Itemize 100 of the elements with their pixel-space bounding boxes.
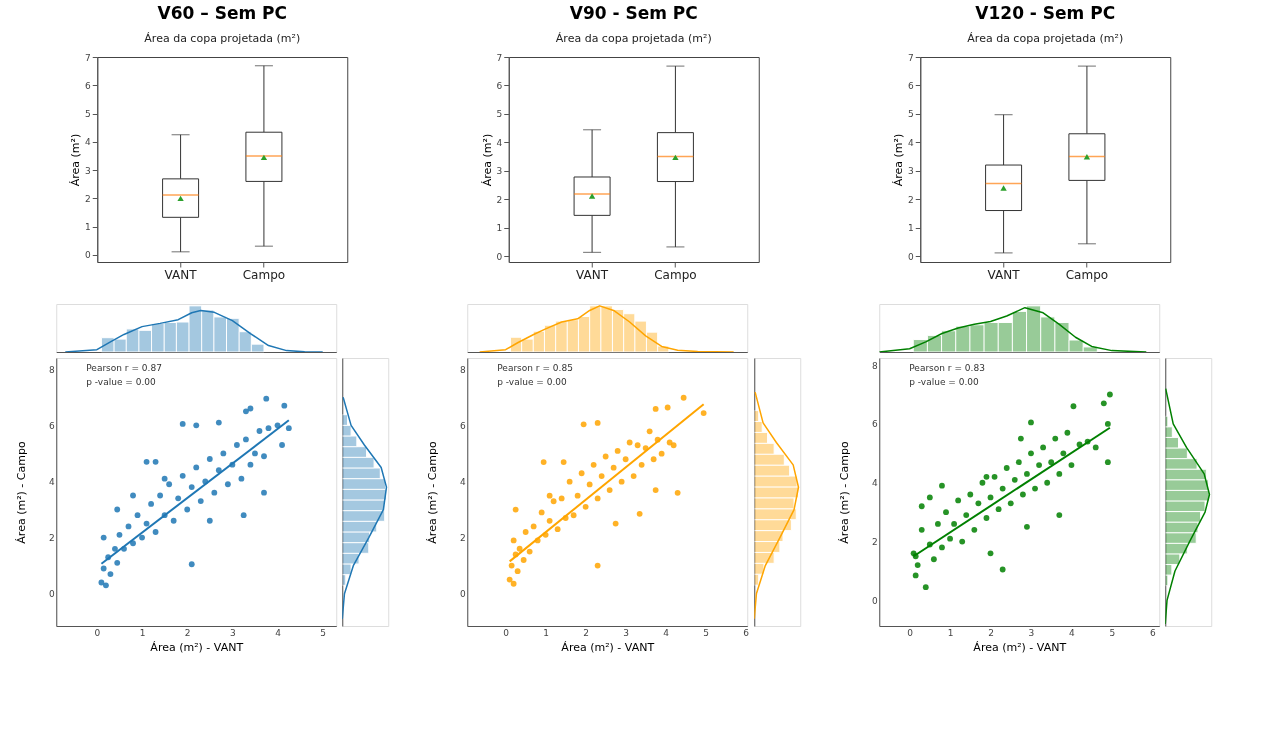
y-axis-title: Área (m²) — [69, 133, 83, 187]
point — [1011, 476, 1018, 483]
y-tick-label: 4 — [908, 137, 915, 148]
point — [955, 497, 962, 504]
point — [975, 500, 982, 507]
point — [987, 494, 994, 501]
point — [979, 479, 986, 486]
point — [1104, 459, 1111, 466]
point — [1092, 444, 1099, 451]
point — [658, 450, 665, 457]
y-tick-label: 6 — [460, 421, 467, 432]
point — [550, 498, 557, 505]
point — [618, 478, 625, 485]
point — [680, 394, 687, 401]
point — [1015, 459, 1022, 466]
chart-title: V120 - Sem PC — [975, 3, 1116, 23]
point — [558, 495, 565, 502]
point — [674, 489, 681, 496]
point — [700, 410, 707, 417]
point — [526, 548, 533, 555]
y-tick-label: 0 — [460, 589, 467, 600]
point — [638, 461, 645, 468]
point — [914, 562, 921, 569]
annotation: p -value = 0.00 — [909, 377, 979, 387]
point — [967, 491, 974, 498]
y-tick-label: 6 — [49, 420, 56, 431]
y-tick-label: 7 — [908, 52, 914, 63]
point — [1017, 435, 1024, 442]
x-axis-title: Área (m²) - VANT — [150, 640, 244, 654]
point — [943, 509, 949, 516]
point — [590, 461, 597, 468]
y-tick-label: 0 — [496, 251, 503, 262]
point — [1056, 512, 1063, 518]
y-axis-title: Área (m²) — [480, 133, 494, 187]
x-tick-label: 4 — [1069, 627, 1076, 638]
chart-subtitle: Área da copa projetada (m²) — [144, 32, 301, 45]
annotation: Pearson r = 0.85 — [497, 363, 573, 373]
x-tick-label: 5 — [703, 627, 710, 638]
x-axis-title: Área (m²) - VANT — [973, 640, 1067, 654]
y-tick-label: 8 — [460, 365, 467, 376]
point — [630, 473, 637, 479]
point — [664, 404, 671, 411]
y-axis-title: Área (m²) — [892, 133, 906, 187]
point — [546, 517, 553, 524]
y-tick-label: 6 — [908, 80, 915, 91]
point — [999, 566, 1006, 573]
x-tick-label: 4 — [663, 627, 670, 638]
point — [506, 576, 513, 583]
point — [1003, 465, 1010, 471]
point — [652, 406, 659, 412]
point — [991, 473, 998, 480]
point — [926, 494, 933, 501]
x-tick-label: 2 — [583, 627, 590, 638]
point — [522, 529, 529, 535]
point — [1028, 450, 1034, 457]
x-tick-label: VANT — [576, 267, 609, 282]
x-tick-label: VANT — [987, 267, 1021, 282]
point — [1100, 400, 1107, 407]
point — [1104, 420, 1111, 427]
x-axis-title: Área (m²) - VANT — [561, 640, 655, 654]
y-tick-label: 6 — [872, 419, 879, 430]
point — [947, 535, 953, 542]
point — [918, 526, 925, 533]
chart-title: V60 – Sem PC — [157, 3, 287, 23]
y-tick-label: 0 — [85, 250, 92, 261]
x-tick-label: 6 — [743, 627, 750, 638]
y-tick-label: 1 — [85, 222, 91, 233]
y-tick-label: 7 — [85, 52, 91, 63]
x-tick-label: 2 — [184, 627, 191, 638]
point — [646, 428, 653, 435]
y-tick-label: 4 — [49, 476, 56, 487]
x-tick-label: 4 — [275, 627, 282, 638]
point — [963, 512, 970, 518]
point — [512, 506, 519, 513]
point — [1024, 523, 1030, 530]
point — [1028, 419, 1034, 426]
point — [566, 478, 573, 485]
y-tick-label: 4 — [460, 477, 467, 488]
point — [959, 538, 966, 545]
point — [1060, 450, 1067, 457]
y-tick-label: 0 — [49, 589, 56, 600]
x-tick-label: 6 — [1150, 627, 1156, 638]
x-tick-label: 1 — [139, 627, 146, 638]
y-tick-label: 2 — [872, 537, 878, 548]
point — [983, 515, 990, 521]
y-tick-label: 2 — [49, 533, 55, 544]
y-tick-label: 5 — [908, 109, 914, 120]
x-tick-label: 3 — [1028, 627, 1035, 638]
y-tick-label: 0 — [908, 251, 915, 262]
x-tick-label: 2 — [988, 627, 994, 638]
point — [1007, 500, 1014, 507]
point — [636, 510, 643, 517]
point — [1106, 391, 1113, 398]
point — [987, 550, 994, 557]
point — [614, 447, 621, 454]
point — [570, 512, 577, 519]
point — [520, 557, 527, 563]
point — [999, 485, 1006, 492]
point — [1064, 429, 1071, 436]
point — [930, 556, 937, 563]
